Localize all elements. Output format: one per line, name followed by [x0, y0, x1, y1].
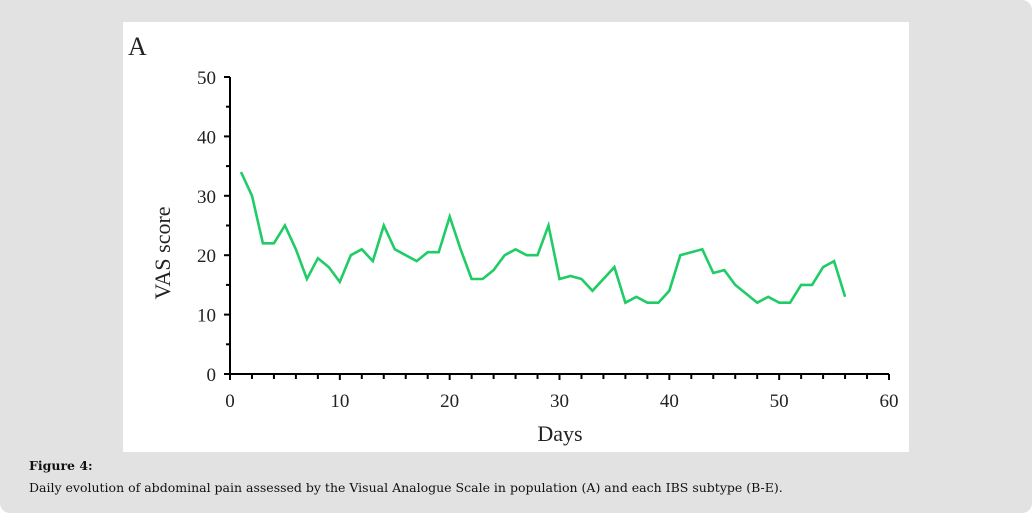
x-tick-label: 30	[550, 391, 569, 412]
x-axis-ticks: 0 10 20 30 40 50 60	[225, 374, 899, 412]
y-axis-ticks: 0 10 20 30 40 50	[197, 68, 230, 386]
x-tick-label: 40	[660, 391, 679, 412]
caption-text: Daily evolution of abdominal pain assess…	[29, 480, 783, 495]
y-tick-label: 20	[197, 246, 216, 267]
x-tick-label: 10	[330, 391, 349, 412]
y-tick-label: 40	[197, 127, 216, 148]
series-line	[239, 171, 847, 305]
figure-image: A 0 10 20 30 40 50 0 10 20 30 40 50 60 VAS score Da…	[123, 22, 909, 452]
caption-title: Figure 4:	[29, 458, 93, 473]
y-axis-label: VAS score	[150, 206, 175, 299]
y-tick-label: 50	[197, 68, 216, 89]
y-tick-label: 10	[197, 306, 216, 327]
x-tick-label: 20	[440, 391, 459, 412]
x-tick-label: 50	[770, 391, 789, 412]
line-chart: A 0 10 20 30 40 50 0 10 20 30 40 50 60 VAS score Da…	[128, 32, 899, 446]
axes	[224, 77, 889, 375]
x-tick-label: 0	[225, 391, 235, 412]
x-tick-label: 60	[880, 391, 899, 412]
series-group	[239, 171, 847, 305]
panel-label: A	[128, 32, 147, 61]
x-axis-label: Days	[537, 421, 582, 446]
y-tick-label: 30	[197, 187, 216, 208]
y-tick-label: 0	[207, 365, 217, 386]
